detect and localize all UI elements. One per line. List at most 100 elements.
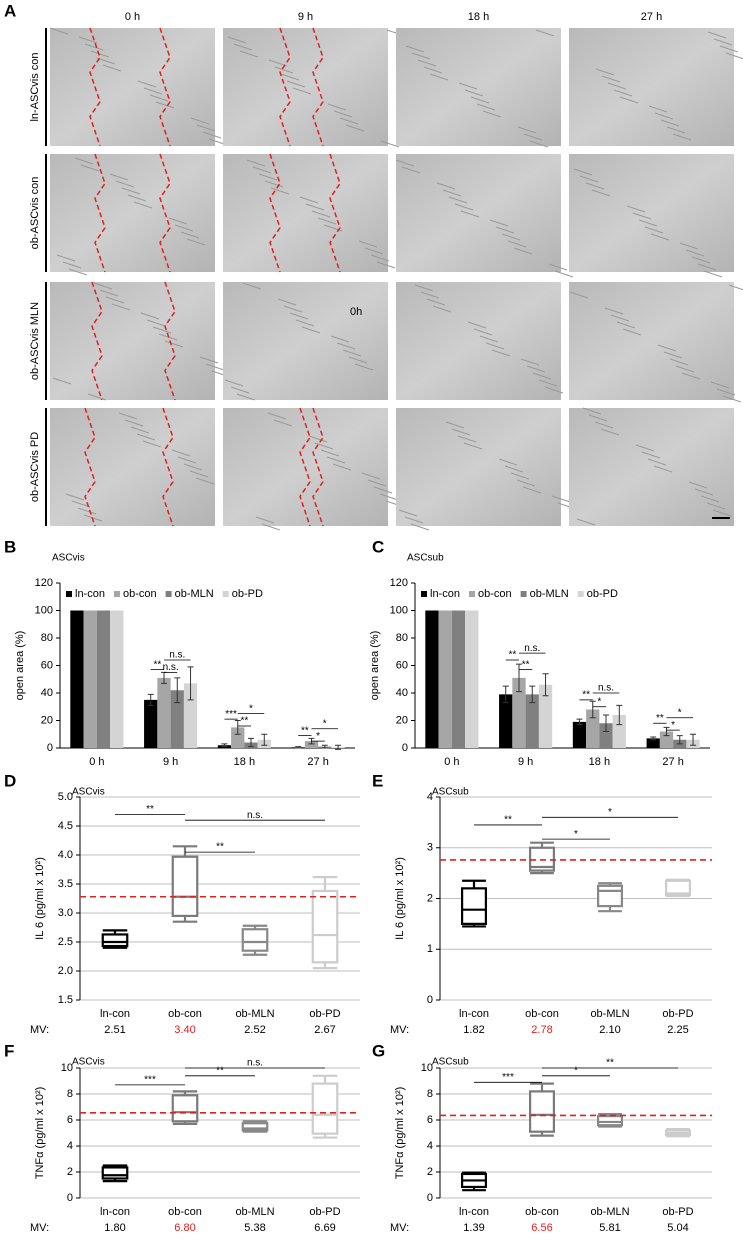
bar (572, 721, 587, 748)
column-header: 9 h (298, 11, 313, 23)
mean-value: 5.81 (599, 1222, 620, 1234)
significance-label: * (678, 707, 682, 718)
y-tick-label: 10 (421, 1062, 433, 1074)
significance-label: * (574, 1065, 578, 1076)
cell-texture (268, 59, 288, 67)
y-tick-label: 40 (41, 687, 53, 699)
legend-swatch (113, 591, 120, 597)
cell-texture (270, 187, 290, 195)
cell-texture (691, 256, 711, 264)
cell-texture (604, 307, 624, 315)
mean-value: 2.25 (667, 1024, 688, 1036)
cell-texture (532, 372, 552, 380)
cell-texture (510, 472, 530, 480)
cell-texture (470, 96, 490, 104)
x-tick-label: ob-MLN (590, 1206, 629, 1218)
cell-texture (168, 217, 188, 225)
cell-texture (261, 523, 281, 531)
box (596, 1114, 623, 1127)
bar (512, 677, 526, 748)
cell-texture (513, 247, 533, 255)
chart-title: ASCsub (432, 1057, 469, 1068)
mean-value: 1.82 (463, 1024, 484, 1036)
micrograph (396, 282, 561, 400)
cell-texture (183, 463, 203, 471)
column-header: 18 h (468, 11, 489, 23)
y-tick-label: 2.5 (58, 936, 73, 948)
significance-label: ** (582, 690, 590, 701)
significance-label: n.s. (598, 683, 614, 694)
chart-title: ASCsub (407, 553, 444, 564)
cell-texture (460, 210, 480, 218)
cell-texture (308, 435, 328, 443)
bar (157, 677, 171, 748)
cell-texture (647, 458, 667, 466)
cell-texture (373, 486, 393, 494)
cell-texture (236, 393, 256, 401)
cell-texture (339, 117, 359, 125)
cell-texture (417, 59, 437, 67)
wound-edge (91, 281, 103, 401)
wound-edge (159, 153, 171, 273)
cell-texture (657, 344, 677, 352)
cell-texture (93, 282, 113, 290)
micrograph (50, 408, 215, 526)
x-tick-label: ob-PD (662, 1008, 693, 1020)
cell-texture (130, 426, 150, 434)
mean-value: 6.69 (314, 1222, 335, 1234)
y-tick-label: 3.0 (58, 907, 73, 919)
x-tick-label: ln-con (100, 1206, 130, 1218)
cell-texture (582, 407, 602, 415)
cell-texture (77, 507, 97, 515)
cell-texture (654, 112, 674, 120)
cell-texture (679, 242, 699, 250)
cell-texture (301, 326, 321, 334)
legend-label: ob-con (123, 588, 157, 600)
y-axis-label: TNFα (pg/ml x 10²) (34, 1087, 46, 1180)
cell-texture (361, 472, 381, 480)
cell-texture (146, 319, 166, 327)
cell-texture (277, 298, 297, 306)
cell-texture (697, 263, 717, 271)
y-tick-label: 2 (67, 1166, 73, 1178)
mean-value: 2.51 (104, 1024, 125, 1036)
cell-texture (706, 502, 726, 510)
cell-texture (224, 379, 244, 387)
chart-title: ASCvis (52, 553, 85, 564)
y-tick-label: 0 (67, 1192, 73, 1204)
legend-swatch (165, 591, 172, 597)
cell-texture (370, 254, 390, 262)
cell-texture (273, 419, 293, 427)
cell-texture (155, 101, 175, 109)
cell-texture (663, 351, 683, 359)
cell-texture (445, 421, 465, 429)
box (528, 1090, 555, 1133)
significance-label: ** (146, 804, 154, 815)
cell-texture (364, 247, 384, 255)
y-tick-label: 4 (427, 791, 433, 803)
cell-texture (136, 433, 156, 441)
cell-texture (610, 314, 630, 322)
y-tick-label: 8 (67, 1088, 73, 1100)
cell-texture (65, 493, 85, 501)
y-tick-label: 100 (390, 604, 408, 616)
cell-texture (227, 36, 247, 44)
cell-texture (105, 296, 125, 304)
y-tick-label: 100 (35, 604, 53, 616)
cell-texture (725, 52, 743, 60)
cell-texture (330, 335, 350, 343)
y-tick-label: 1 (427, 943, 433, 955)
cell-texture (420, 291, 440, 299)
y-tick-label: 0 (47, 742, 53, 754)
x-tick-label: 9 h (518, 756, 533, 768)
micrograph (50, 282, 215, 400)
significance-label: * (323, 718, 327, 729)
cell-texture (476, 103, 496, 111)
significance-label: n.s. (247, 810, 263, 821)
cell-texture (523, 133, 543, 141)
cell-texture (641, 451, 661, 459)
cell-texture (703, 270, 723, 278)
significance-label: ** (508, 650, 516, 661)
legend-swatch (520, 591, 527, 597)
cell-texture (90, 50, 110, 58)
